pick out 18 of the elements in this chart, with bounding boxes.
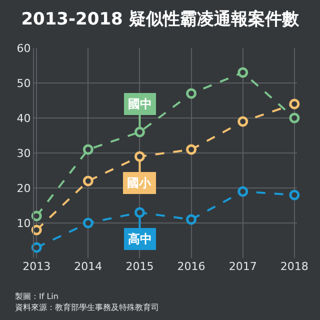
- x-tick-label: 2015: [126, 260, 154, 273]
- x-tick-label: 2013: [22, 260, 51, 273]
- y-tick-label: 30: [16, 146, 31, 160]
- chart-title: 2013-2018 疑似性霸凌通報案件數: [21, 8, 300, 30]
- legend-label: 國小: [127, 176, 152, 190]
- text: 製圖：If Lin: [15, 292, 58, 301]
- y-tick-label: 60: [16, 42, 31, 55]
- series-label: 國中: [128, 97, 152, 111]
- x-tick-label: 2017: [228, 260, 257, 273]
- source-note: 資料來源：教育部學生事務及特殊教育司: [15, 303, 159, 312]
- y-tick-label: 10: [16, 216, 31, 230]
- legend-label: 高中: [128, 232, 152, 246]
- x-tick-label: 2014: [74, 260, 102, 273]
- x-tick-label: 2018: [280, 260, 308, 273]
- y-tick-label: 20: [16, 182, 31, 195]
- y-tick-label: 50: [16, 76, 31, 90]
- y-tick-label: 40: [16, 112, 31, 125]
- x-tick-label: 2016: [177, 260, 206, 273]
